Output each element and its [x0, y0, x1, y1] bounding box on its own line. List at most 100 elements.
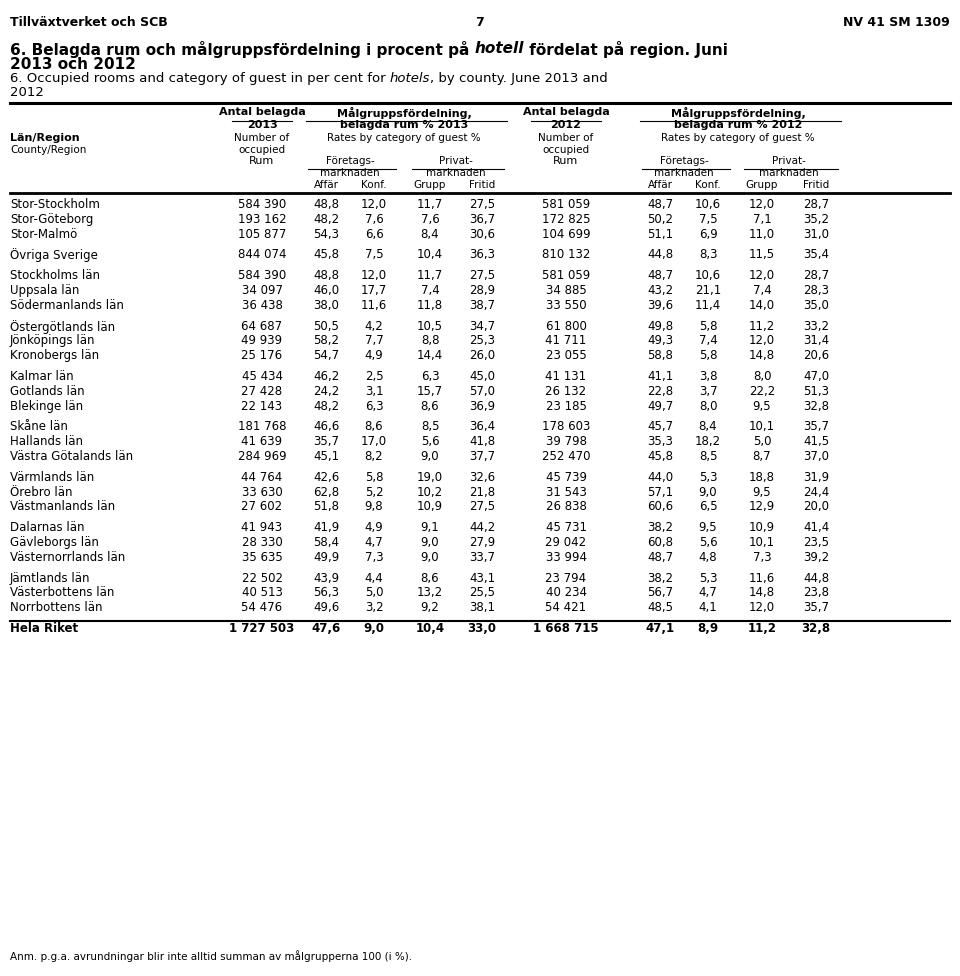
Text: 2013 och 2012: 2013 och 2012	[10, 57, 136, 72]
Text: Stor-Malmö: Stor-Malmö	[10, 227, 77, 241]
Text: 4,2: 4,2	[365, 319, 383, 333]
Text: 41 131: 41 131	[545, 370, 587, 383]
Text: 5,6: 5,6	[420, 435, 440, 448]
Text: Södermanlands län: Södermanlands län	[10, 299, 124, 311]
Text: 33 994: 33 994	[545, 550, 587, 564]
Text: 12,9: 12,9	[749, 501, 775, 513]
Text: 12,0: 12,0	[749, 335, 775, 347]
Text: 9,0: 9,0	[699, 486, 717, 499]
Text: 6,5: 6,5	[699, 501, 717, 513]
Text: 2,5: 2,5	[365, 370, 383, 383]
Text: Privat-: Privat-	[439, 156, 473, 166]
Text: 15,7: 15,7	[417, 385, 444, 398]
Text: 8,4: 8,4	[699, 421, 717, 433]
Text: 3,2: 3,2	[365, 601, 383, 614]
Text: 48,5: 48,5	[647, 601, 673, 614]
Text: Västernorrlands län: Västernorrlands län	[10, 550, 125, 564]
Text: 33,0: 33,0	[468, 622, 496, 635]
Text: marknaden: marknaden	[426, 168, 486, 178]
Text: 10,9: 10,9	[749, 521, 775, 534]
Text: 35,2: 35,2	[803, 213, 829, 225]
Text: 584 390: 584 390	[238, 198, 286, 211]
Text: 41,4: 41,4	[803, 521, 829, 534]
Text: 54 476: 54 476	[241, 601, 282, 614]
Text: 7,7: 7,7	[365, 335, 383, 347]
Text: 36,3: 36,3	[469, 249, 495, 262]
Text: 45 731: 45 731	[545, 521, 587, 534]
Text: 47,6: 47,6	[311, 622, 341, 635]
Text: 7,3: 7,3	[753, 550, 771, 564]
Text: 44,2: 44,2	[468, 521, 495, 534]
Text: 5,6: 5,6	[699, 536, 717, 549]
Text: 35,4: 35,4	[803, 249, 829, 262]
Text: 2013: 2013	[247, 120, 277, 130]
Text: 8,7: 8,7	[753, 450, 771, 463]
Text: 6,9: 6,9	[699, 227, 717, 241]
Text: 51,3: 51,3	[803, 385, 829, 398]
Text: Rates by category of guest %: Rates by category of guest %	[327, 133, 481, 143]
Text: occupied: occupied	[238, 145, 285, 155]
Text: Stor-Stockholm: Stor-Stockholm	[10, 198, 100, 211]
Text: 17,0: 17,0	[361, 435, 387, 448]
Text: 20,0: 20,0	[803, 501, 829, 513]
Text: 10,9: 10,9	[417, 501, 444, 513]
Text: , by county. June 2013 and: , by county. June 2013 and	[430, 72, 608, 85]
Text: 36,9: 36,9	[468, 399, 495, 413]
Text: 10,6: 10,6	[695, 198, 721, 211]
Text: Konf.: Konf.	[695, 180, 721, 190]
Text: 6,3: 6,3	[420, 370, 440, 383]
Text: 14,4: 14,4	[417, 349, 444, 362]
Text: 9,5: 9,5	[699, 521, 717, 534]
Text: Number of: Number of	[234, 133, 290, 143]
Text: 7,5: 7,5	[365, 249, 383, 262]
Text: 48,7: 48,7	[647, 269, 673, 282]
Text: Rates by category of guest %: Rates by category of guest %	[661, 133, 815, 143]
Text: 57,0: 57,0	[469, 385, 495, 398]
Text: 252 470: 252 470	[541, 450, 590, 463]
Text: 32,6: 32,6	[468, 470, 495, 484]
Text: 13,2: 13,2	[417, 587, 444, 599]
Text: 20,6: 20,6	[803, 349, 829, 362]
Text: Målgruppsfördelning,: Målgruppsfördelning,	[337, 107, 471, 119]
Text: 36 438: 36 438	[242, 299, 282, 311]
Text: 2012: 2012	[551, 120, 582, 130]
Text: 8,2: 8,2	[365, 450, 383, 463]
Text: 9,0: 9,0	[364, 622, 385, 635]
Text: 39 798: 39 798	[545, 435, 587, 448]
Text: 23,8: 23,8	[803, 587, 829, 599]
Text: Jämtlands län: Jämtlands län	[10, 572, 90, 585]
Text: 181 768: 181 768	[238, 421, 286, 433]
Text: 11,8: 11,8	[417, 299, 444, 311]
Text: Företags-: Företags-	[325, 156, 374, 166]
Text: 5,3: 5,3	[699, 572, 717, 585]
Text: 48,2: 48,2	[313, 213, 339, 225]
Text: Jönköpings län: Jönköpings län	[10, 335, 95, 347]
Text: 33,7: 33,7	[469, 550, 495, 564]
Text: Västmanlands län: Västmanlands län	[10, 501, 115, 513]
Text: Skåne län: Skåne län	[10, 421, 68, 433]
Text: 33,2: 33,2	[803, 319, 829, 333]
Text: 5,3: 5,3	[699, 470, 717, 484]
Text: 54,7: 54,7	[313, 349, 339, 362]
Text: marknaden: marknaden	[321, 168, 380, 178]
Text: 844 074: 844 074	[238, 249, 286, 262]
Text: 584 390: 584 390	[238, 269, 286, 282]
Text: 41 943: 41 943	[241, 521, 282, 534]
Text: 45,8: 45,8	[313, 249, 339, 262]
Text: 5,8: 5,8	[699, 349, 717, 362]
Text: 810 132: 810 132	[541, 249, 590, 262]
Text: 3,8: 3,8	[699, 370, 717, 383]
Text: 56,3: 56,3	[313, 587, 339, 599]
Text: 48,8: 48,8	[313, 198, 339, 211]
Text: 35,3: 35,3	[647, 435, 673, 448]
Text: 22 143: 22 143	[241, 399, 282, 413]
Text: Östergötlands län: Östergötlands län	[10, 319, 115, 334]
Text: 33 550: 33 550	[545, 299, 587, 311]
Text: 7,4: 7,4	[699, 335, 717, 347]
Text: 45,8: 45,8	[647, 450, 673, 463]
Text: Uppsala län: Uppsala län	[10, 284, 80, 297]
Text: 51,8: 51,8	[313, 501, 339, 513]
Text: 41,1: 41,1	[647, 370, 673, 383]
Text: 5,8: 5,8	[365, 470, 383, 484]
Text: 32,8: 32,8	[802, 622, 830, 635]
